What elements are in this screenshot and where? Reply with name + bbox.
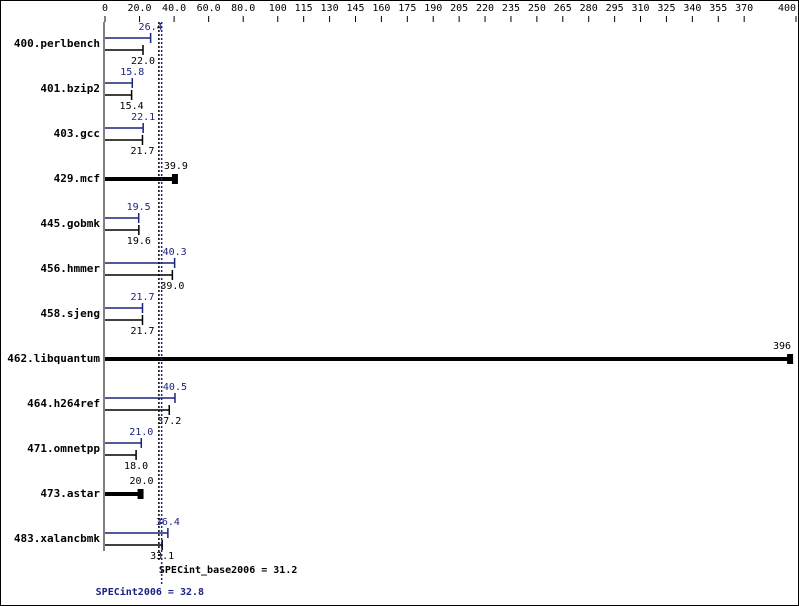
value-label: 21.7: [130, 326, 154, 337]
x-tick-label: 205: [450, 3, 468, 14]
bar: [105, 174, 178, 184]
reference-label: SPECint_base2006 = 31.2: [159, 564, 297, 576]
x-tick-label: 295: [606, 3, 624, 14]
value-label: 15.4: [120, 101, 144, 112]
bar: [105, 528, 169, 538]
value-label: 396: [773, 341, 791, 352]
value-label: 21.0: [129, 427, 153, 438]
x-tick-label: 0: [102, 3, 108, 14]
category-label: 429.mcf: [54, 172, 100, 185]
value-label: 26.4: [139, 22, 163, 33]
bar: [105, 45, 144, 55]
bar: [105, 354, 794, 364]
category-label: 483.xalancbmk: [14, 532, 100, 545]
x-tick-label: 145: [346, 3, 364, 14]
x-tick-label: 280: [580, 3, 598, 14]
reference-label: SPECint2006 = 32.8: [96, 586, 204, 598]
value-label: 19.5: [127, 202, 151, 213]
category-label: 400.perlbench: [14, 37, 100, 50]
bar: [105, 438, 143, 448]
x-tick-label: 325: [657, 3, 675, 14]
bar: [105, 90, 133, 100]
x-tick-label: 115: [295, 3, 313, 14]
x-tick-label: 400: [778, 3, 796, 14]
value-label: 33.1: [150, 551, 174, 562]
value-label: 19.6: [127, 236, 151, 247]
category-label: 462.libquantum: [7, 352, 100, 365]
value-label: 39.0: [160, 281, 184, 292]
value-label: 18.0: [124, 461, 148, 472]
value-label: 39.9: [164, 161, 188, 172]
value-label: 37.2: [157, 416, 181, 427]
category-label: 445.gobmk: [40, 217, 100, 230]
x-tick-label: 310: [631, 3, 649, 14]
bar: [105, 225, 140, 235]
x-tick-label: 20.0: [128, 3, 152, 14]
x-tick-label: 340: [683, 3, 701, 14]
bar: [105, 489, 144, 499]
value-label: 40.5: [163, 382, 187, 393]
x-tick-label: 250: [528, 3, 546, 14]
x-tick-label: 100: [269, 3, 287, 14]
value-label: 20.0: [130, 476, 154, 487]
category-label: 464.h264ref: [27, 397, 100, 410]
x-tick-label: 265: [554, 3, 572, 14]
category-label: 403.gcc: [54, 127, 100, 140]
category-label: 458.sjeng: [40, 307, 100, 320]
value-label: 22.0: [131, 56, 155, 67]
bar: [105, 123, 144, 133]
x-tick-label: 80.0: [231, 3, 255, 14]
bar: [105, 213, 140, 223]
value-label: 22.1: [131, 112, 155, 123]
value-label: 36.4: [156, 517, 180, 528]
bar: [105, 33, 152, 43]
bar: [105, 135, 144, 145]
x-tick-label: 355: [709, 3, 727, 14]
value-label: 21.7: [130, 292, 154, 303]
bar: [105, 78, 134, 88]
x-tick-label: 160: [372, 3, 390, 14]
x-tick-label: 370: [735, 3, 753, 14]
bar: [105, 258, 176, 268]
bar: [105, 393, 176, 403]
value-label: 21.7: [130, 146, 154, 157]
bar: [105, 450, 137, 460]
value-label: 15.8: [120, 67, 144, 78]
value-label: 40.3: [163, 247, 187, 258]
x-tick-label: 190: [424, 3, 442, 14]
x-tick-label: 60.0: [197, 3, 221, 14]
x-tick-label: 220: [476, 3, 494, 14]
bar: [105, 315, 144, 325]
x-tick-label: 130: [321, 3, 339, 14]
bar: [105, 303, 144, 313]
category-label: 471.omnetpp: [27, 442, 100, 455]
category-label: 473.astar: [40, 487, 100, 500]
x-tick-label: 235: [502, 3, 520, 14]
x-tick-label: 175: [398, 3, 416, 14]
category-label: 456.hmmer: [40, 262, 100, 275]
bar: [105, 540, 163, 550]
x-tick-label: 40.0: [162, 3, 186, 14]
category-label: 401.bzip2: [40, 82, 100, 95]
